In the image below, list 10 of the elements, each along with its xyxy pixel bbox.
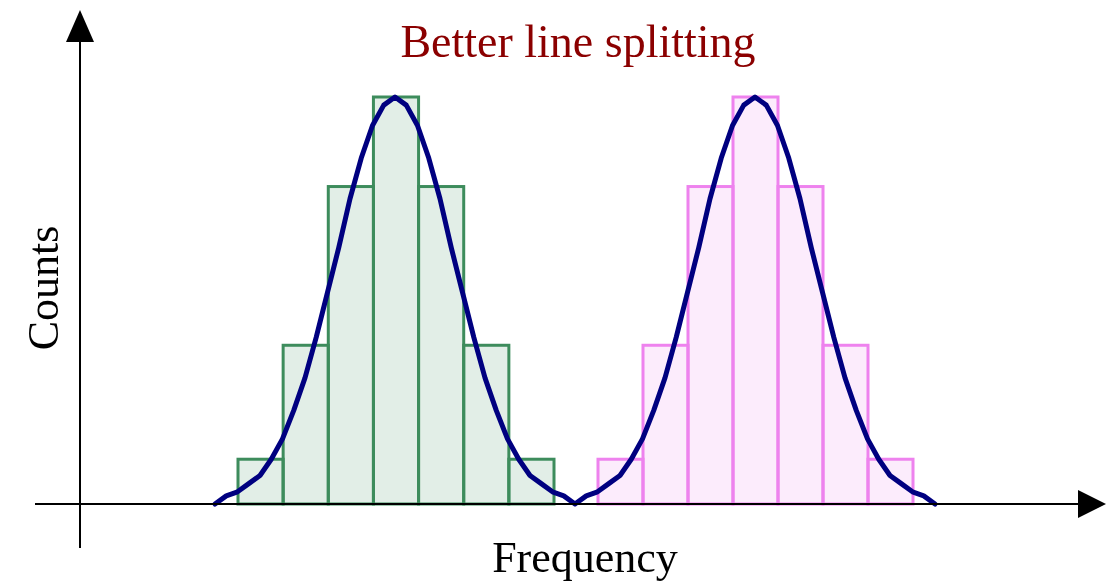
- chart-title: Better line splitting: [400, 16, 756, 67]
- bar: [417, 185, 466, 506]
- bar: [686, 185, 735, 506]
- bar: [371, 95, 421, 506]
- bar: [776, 185, 825, 506]
- bar: [731, 95, 780, 506]
- bar: [821, 343, 870, 506]
- bar: [462, 343, 511, 506]
- x-axis-title: Frequency: [492, 533, 678, 582]
- y-axis-title: Counts: [19, 225, 68, 351]
